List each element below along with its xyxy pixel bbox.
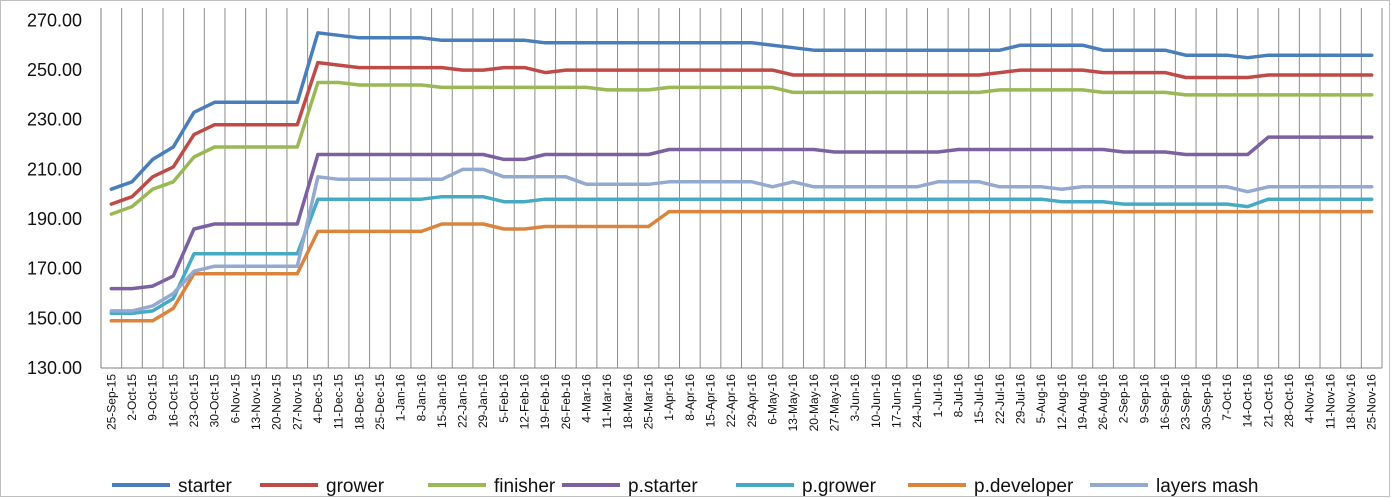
x-tick-label: 24-Jun-16 xyxy=(910,374,924,428)
x-tick-label: 18-Nov-16 xyxy=(1344,374,1358,430)
y-tick-label: 250.00 xyxy=(27,60,82,80)
y-tick-label: 270.00 xyxy=(27,10,82,30)
x-tick-label: 17-Jun-16 xyxy=(889,374,903,428)
y-tick-label: 190.00 xyxy=(27,209,82,229)
x-tick-label: 25-Mar-16 xyxy=(642,374,656,430)
x-tick-label: 4-Dec-15 xyxy=(311,374,325,424)
x-tick-label: 25-Dec-15 xyxy=(373,374,387,430)
x-tick-label: 29-Jan-16 xyxy=(476,374,490,428)
series-line-layers-mash xyxy=(109,167,1374,313)
series-line-starter xyxy=(109,31,1374,191)
x-tick-label: 15-Jan-16 xyxy=(435,374,449,428)
x-tick-label: 22-Jul-16 xyxy=(993,374,1007,424)
x-tick-label: 21-Oct-16 xyxy=(1261,374,1275,428)
x-tick-label: 11-Mar-16 xyxy=(600,374,614,429)
x-tick-label: 18-Dec-15 xyxy=(352,374,366,430)
x-tick-label: 30-Sep-16 xyxy=(1199,374,1213,430)
x-tick-label: 1-Jan-16 xyxy=(394,374,408,422)
x-tick-label: 27-May-16 xyxy=(827,374,841,432)
x-tick-label: 6-Nov-15 xyxy=(228,374,242,424)
x-tick-label: 5-Aug-16 xyxy=(1034,374,1048,424)
x-tick-label: 19-Feb-16 xyxy=(538,374,552,430)
x-tick-label: 3-Jun-16 xyxy=(848,374,862,422)
series-line-p-grower xyxy=(109,194,1374,316)
x-tick-label: 13-Nov-15 xyxy=(249,374,263,430)
series-line-finisher xyxy=(109,80,1374,216)
x-tick-label: 6-May-16 xyxy=(765,374,779,425)
x-tick-label: 29-Apr-16 xyxy=(745,374,759,428)
x-tick-label: 9-Oct-15 xyxy=(146,374,160,421)
y-tick-label: 170.00 xyxy=(27,259,82,279)
x-tick-label: 28-Oct-16 xyxy=(1282,374,1296,428)
x-tick-label: 14-Oct-16 xyxy=(1241,374,1255,428)
legend-label: finisher xyxy=(494,476,556,497)
x-tick-label: 18-Mar-16 xyxy=(621,374,635,430)
x-tick-label: 29-Jul-16 xyxy=(1013,374,1027,424)
x-tick-label: 30-Oct-15 xyxy=(208,374,222,428)
x-tick-label: 4-Mar-16 xyxy=(580,374,594,423)
x-tick-label: 25-Nov-16 xyxy=(1365,374,1379,430)
x-tick-label: 19-Aug-16 xyxy=(1075,374,1089,430)
series-line-p-developer xyxy=(109,209,1374,323)
x-tick-label: 13-May-16 xyxy=(786,374,800,432)
x-tick-label: 26-Feb-16 xyxy=(559,374,573,430)
x-tick-label: 1-Jul-16 xyxy=(931,374,945,418)
x-tick-label: 11-Nov-16 xyxy=(1323,374,1337,429)
x-tick-label: 12-Aug-16 xyxy=(1055,374,1069,430)
x-tick-label: 20-Nov-15 xyxy=(270,374,284,430)
legend-label: p.grower xyxy=(802,476,877,497)
legend-label: p.starter xyxy=(628,476,698,497)
x-tick-label: 4-Nov-16 xyxy=(1303,374,1317,424)
x-tick-label: 23-Sep-16 xyxy=(1179,374,1193,430)
x-tick-label: 20-May-16 xyxy=(807,374,821,432)
y-tick-label: 130.00 xyxy=(27,358,82,378)
x-tick-label: 11-Dec-15 xyxy=(332,374,346,429)
x-tick-label: 23-Oct-15 xyxy=(187,374,201,428)
x-tick-label: 16-Oct-15 xyxy=(166,374,180,428)
x-tick-label: 16-Sep-16 xyxy=(1158,374,1172,430)
x-tick-label: 22-Apr-16 xyxy=(724,374,738,428)
x-tick-label: 25-Sep-15 xyxy=(104,374,118,430)
x-tick-label: 2-Oct-15 xyxy=(125,374,139,421)
x-tick-label: 1-Apr-16 xyxy=(662,374,676,421)
x-tick-label: 5-Feb-16 xyxy=(497,374,511,423)
series-line-p-starter xyxy=(109,135,1374,291)
legend-label: p.developer xyxy=(974,476,1074,497)
x-tick-label: 8-Apr-16 xyxy=(683,374,697,421)
legend-label: grower xyxy=(326,476,385,497)
x-tick-label: 2-Sep-16 xyxy=(1117,374,1131,424)
legend-label: starter xyxy=(178,476,233,497)
series-line-grower xyxy=(109,60,1374,206)
x-tick-label: 8-Jan-16 xyxy=(414,374,428,422)
y-tick-label: 150.00 xyxy=(27,308,82,328)
x-tick-label: 12-Feb-16 xyxy=(518,374,532,430)
x-tick-label: 8-Jul-16 xyxy=(951,374,965,418)
x-tick-label: 27-Nov-15 xyxy=(290,374,304,430)
x-tick-label: 9-Sep-16 xyxy=(1137,374,1151,424)
x-tick-label: 7-Oct-16 xyxy=(1220,374,1234,421)
x-tick-label: 10-Jun-16 xyxy=(869,374,883,428)
legend-label: layers mash xyxy=(1156,476,1258,497)
x-tick-label: 26-Aug-16 xyxy=(1096,374,1110,430)
x-tick-label: 15-Apr-16 xyxy=(704,374,718,428)
y-tick-label: 230.00 xyxy=(27,110,82,130)
x-tick-label: 22-Jan-16 xyxy=(456,374,470,428)
y-tick-label: 210.00 xyxy=(27,159,82,179)
x-tick-label: 15-Jul-16 xyxy=(972,374,986,424)
